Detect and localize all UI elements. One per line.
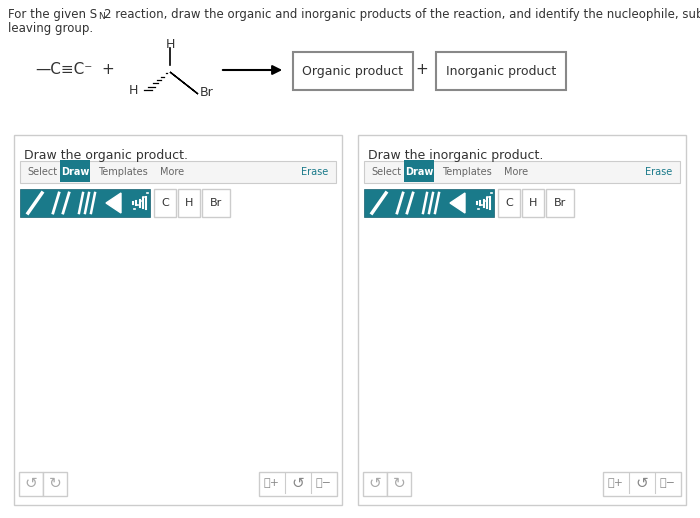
- Text: ↺: ↺: [636, 476, 648, 491]
- FancyBboxPatch shape: [259, 472, 337, 496]
- Text: Br: Br: [554, 198, 566, 208]
- FancyBboxPatch shape: [363, 472, 387, 496]
- Text: Templates: Templates: [442, 167, 491, 177]
- Text: +: +: [416, 63, 428, 78]
- Text: Draw: Draw: [61, 167, 89, 177]
- Text: More: More: [160, 167, 184, 177]
- Text: Inorganic product: Inorganic product: [446, 65, 556, 78]
- Text: H: H: [129, 83, 138, 96]
- Text: ↺: ↺: [369, 476, 382, 491]
- Text: H: H: [165, 37, 175, 50]
- Text: ⌕−: ⌕−: [316, 478, 332, 488]
- FancyBboxPatch shape: [603, 472, 681, 496]
- Text: C: C: [505, 198, 513, 208]
- FancyBboxPatch shape: [404, 160, 434, 182]
- Text: More: More: [504, 167, 528, 177]
- Text: Br: Br: [210, 198, 222, 208]
- Text: ↻: ↻: [48, 476, 62, 491]
- FancyBboxPatch shape: [436, 52, 566, 90]
- FancyBboxPatch shape: [20, 161, 336, 183]
- Text: For the given S: For the given S: [8, 8, 97, 21]
- Text: ↺: ↺: [292, 476, 304, 491]
- FancyBboxPatch shape: [202, 189, 230, 217]
- FancyBboxPatch shape: [154, 189, 176, 217]
- Text: ↻: ↻: [393, 476, 405, 491]
- Text: +: +: [102, 63, 114, 78]
- FancyBboxPatch shape: [546, 189, 574, 217]
- Text: Draw: Draw: [405, 167, 433, 177]
- Text: Erase: Erase: [301, 167, 328, 177]
- Polygon shape: [170, 72, 198, 94]
- Text: 2 reaction, draw the organic and inorganic products of the reaction, and identif: 2 reaction, draw the organic and inorgan…: [104, 8, 700, 21]
- Text: Br: Br: [200, 85, 214, 98]
- FancyBboxPatch shape: [43, 472, 67, 496]
- Text: ⌕+: ⌕+: [608, 478, 624, 488]
- Text: —C≡C⁻: —C≡C⁻: [35, 63, 92, 78]
- Text: Draw the inorganic product.: Draw the inorganic product.: [368, 149, 543, 162]
- Text: Erase: Erase: [645, 167, 672, 177]
- FancyBboxPatch shape: [60, 160, 90, 182]
- Text: Select: Select: [371, 167, 401, 177]
- FancyBboxPatch shape: [14, 135, 342, 505]
- FancyBboxPatch shape: [364, 161, 680, 183]
- FancyBboxPatch shape: [522, 189, 544, 217]
- Polygon shape: [106, 193, 121, 213]
- Text: ⌕−: ⌕−: [660, 478, 676, 488]
- FancyBboxPatch shape: [293, 52, 413, 90]
- FancyBboxPatch shape: [364, 189, 494, 217]
- Text: ⌕+: ⌕+: [264, 478, 280, 488]
- FancyBboxPatch shape: [178, 189, 200, 217]
- Text: Select: Select: [27, 167, 57, 177]
- Polygon shape: [450, 193, 465, 213]
- Text: C: C: [161, 198, 169, 208]
- Text: H: H: [185, 198, 193, 208]
- FancyBboxPatch shape: [20, 189, 150, 217]
- FancyBboxPatch shape: [498, 189, 520, 217]
- Text: N: N: [98, 12, 105, 21]
- FancyBboxPatch shape: [387, 472, 411, 496]
- FancyBboxPatch shape: [19, 472, 43, 496]
- Text: Organic product: Organic product: [302, 65, 403, 78]
- Text: leaving group.: leaving group.: [8, 22, 93, 35]
- FancyBboxPatch shape: [358, 135, 686, 505]
- Text: Templates: Templates: [98, 167, 148, 177]
- Text: Draw the organic product.: Draw the organic product.: [24, 149, 188, 162]
- Text: H: H: [528, 198, 537, 208]
- Text: ↺: ↺: [25, 476, 37, 491]
